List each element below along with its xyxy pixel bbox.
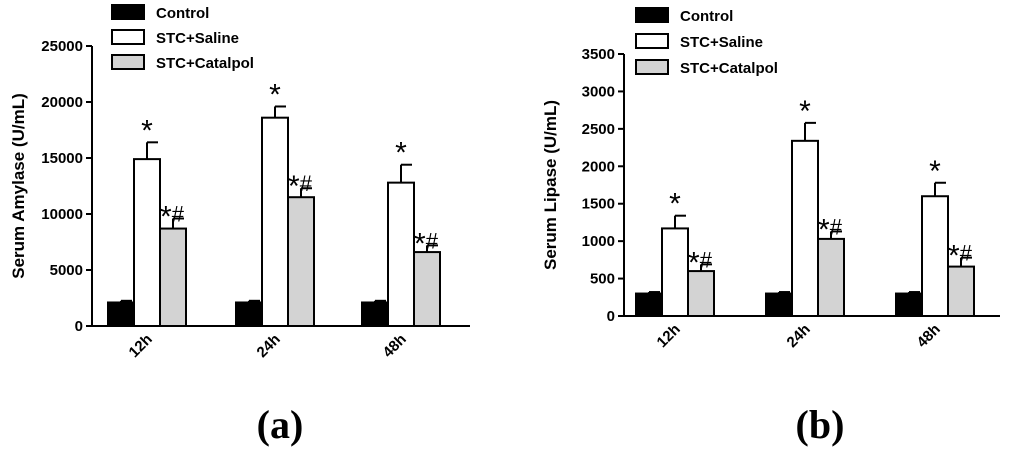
bar-control-24h	[765, 292, 793, 317]
y-tick-label: 0	[607, 308, 615, 325]
panel-label: (b)	[796, 402, 845, 447]
legend-swatch-control	[111, 4, 145, 20]
x-tick-label: 12h	[126, 331, 156, 361]
bar-stc-catalpol-48h	[413, 251, 441, 327]
bar-control-48h	[361, 301, 389, 328]
y-tick-label: 2500	[582, 121, 615, 138]
x-tick-label: 24h	[784, 321, 814, 351]
y-tick-label: 25000	[41, 38, 83, 55]
panel-b: 0 500 1000 1500 2000 2500 3000 3500 Serum Lipase…	[541, 7, 1000, 447]
y-tick-label: 5000	[50, 262, 83, 279]
x-tick-label: 12h	[654, 321, 684, 351]
bar-stc-catalpol-24h	[287, 196, 315, 327]
legend-label-stc-saline: STC+Saline	[680, 34, 763, 51]
significance-marker: *	[669, 188, 681, 221]
legend-swatch-stc-catalpol	[111, 54, 145, 70]
y-tick-label: 2000	[582, 158, 615, 175]
significance-marker: *	[141, 114, 153, 147]
significance-marker: *#	[688, 246, 713, 279]
bar-stc-catalpol-12h	[687, 270, 715, 318]
significance-marker: *	[929, 155, 941, 188]
bar-control-24h	[235, 301, 263, 328]
bar-stc-catalpol-48h	[947, 265, 975, 318]
y-tick-label: 10000	[41, 206, 83, 223]
y-tick-label: 1000	[582, 233, 615, 250]
y-axis-title: Serum Amylase (U/mL)	[9, 93, 28, 278]
bar-stc-saline-12h	[133, 158, 161, 327]
y-tick-label: 3500	[582, 46, 615, 63]
y-axis-title: Serum Lipase (U/mL)	[541, 100, 560, 270]
y-tick-label: 1500	[582, 196, 615, 213]
legend-swatch-stc-catalpol	[635, 59, 669, 75]
y-tick-label: 3000	[582, 83, 615, 100]
x-tick-label: 24h	[254, 331, 284, 361]
legend-label-stc-saline: STC+Saline	[156, 30, 239, 47]
bar-stc-saline-48h	[921, 195, 949, 318]
bar-stc-catalpol-12h	[159, 227, 187, 327]
significance-marker: *#	[160, 200, 185, 233]
bar-stc-saline-12h	[661, 227, 689, 317]
legend-label-control: Control	[680, 8, 733, 25]
legend-swatch-stc-saline	[111, 29, 145, 45]
bar-control-12h	[107, 301, 135, 328]
y-tick-label: 0	[75, 318, 83, 335]
bar-stc-saline-24h	[791, 139, 819, 317]
significance-marker: *#	[414, 227, 439, 260]
significance-marker: *	[269, 78, 281, 111]
bar-stc-catalpol-24h	[817, 237, 845, 317]
significance-marker: *	[395, 137, 407, 170]
y-tick-label: 15000	[41, 150, 83, 167]
bar-control-48h	[895, 292, 923, 317]
x-tick-label: 48h	[914, 321, 944, 351]
legend-label-stc-catalpol: STC+Catalpol	[680, 60, 778, 77]
bar-stc-saline-24h	[261, 116, 289, 328]
legend-label-stc-catalpol: STC+Catalpol	[156, 55, 254, 72]
significance-marker: *#	[818, 213, 843, 246]
legend-swatch-control	[635, 7, 669, 23]
significance-marker: *#	[288, 170, 313, 203]
bar-stc-saline-48h	[387, 181, 415, 327]
panel-a: 0 5000 10000 15000 20000 25000 Serum Amylase (…	[9, 4, 470, 447]
significance-marker: *#	[948, 240, 973, 273]
legend-label-control: Control	[156, 5, 209, 22]
bar-control-12h	[635, 292, 663, 317]
significance-marker: *	[799, 95, 811, 128]
y-tick-label: 500	[590, 271, 615, 288]
panel-label: (a)	[257, 402, 304, 447]
x-tick-label: 48h	[380, 331, 410, 361]
y-tick-label: 20000	[41, 94, 83, 111]
legend-swatch-stc-saline	[635, 33, 669, 49]
